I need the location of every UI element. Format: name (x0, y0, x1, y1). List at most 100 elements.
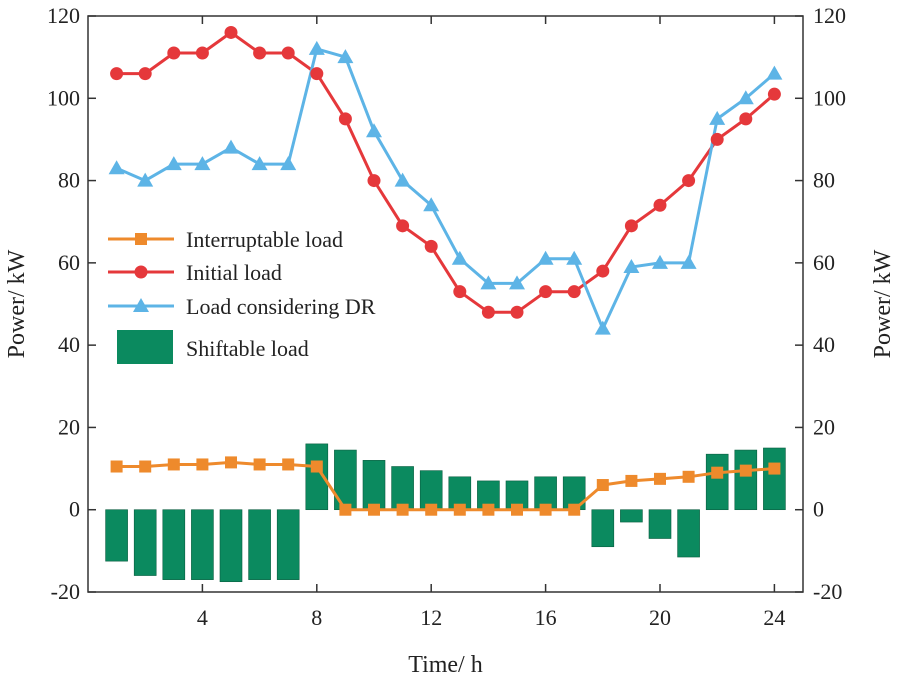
y-tick-label-left-100: 100 (47, 85, 80, 110)
point-load-considering-dr-19 (623, 258, 640, 273)
x-axis-label: Time/ h (408, 652, 482, 678)
bar-shiftable-8 (305, 443, 329, 511)
bar-shiftable-3 (162, 509, 186, 580)
point-load-considering-dr-4 (194, 156, 211, 171)
point-load-considering-dr-6 (251, 156, 268, 171)
axis-ticks: 4 8 12 16 20 24 -20 -20 0 0 20 20 40 40 60 60 80 80 100 100… (47, 3, 846, 630)
point-load-considering-dr-13 (451, 250, 468, 265)
y-tick-label-right--20: -20 (813, 579, 842, 604)
bar-shiftable-18 (591, 509, 615, 548)
legend-label-dr: Load considering DR (186, 294, 376, 319)
y-tick-label-left-80: 80 (58, 168, 80, 193)
point-initial-load-19 (624, 219, 638, 233)
legend-marker-dr (133, 298, 149, 312)
point-initial-load-22 (710, 132, 724, 146)
y-axis-label-right: Power/ kW (870, 249, 896, 358)
x-tick-label-16: 16 (535, 605, 557, 630)
point-initial-load-10 (367, 174, 381, 188)
point-load-considering-dr-24 (766, 65, 783, 80)
point-initial-load-20 (653, 198, 667, 212)
point-load-considering-dr-23 (737, 90, 754, 105)
legend-label-shiftable: Shiftable load (186, 336, 309, 361)
point-initial-load-17 (567, 285, 581, 299)
x-tick-label-12: 12 (420, 605, 442, 630)
point-interruptable-load-13 (453, 503, 466, 516)
point-initial-load-3 (167, 46, 181, 60)
point-initial-load-16 (539, 285, 553, 299)
bar-shiftable-7 (276, 509, 300, 580)
point-load-considering-dr-14 (480, 275, 497, 290)
x-tick-label-24: 24 (763, 605, 785, 630)
x-tick-label-20: 20 (649, 605, 671, 630)
legend-label-interruptable: Interruptable load (186, 227, 343, 252)
point-interruptable-load-9 (339, 503, 352, 516)
bar-shiftable-4 (191, 509, 214, 580)
point-initial-load-23 (739, 112, 753, 126)
bar-shiftable-6 (248, 509, 271, 580)
point-load-considering-dr-15 (509, 275, 525, 290)
point-interruptable-load-4 (196, 458, 209, 471)
point-initial-load-6 (253, 46, 267, 60)
bar-shiftable-5 (219, 509, 243, 583)
y-tick-label-left--20: -20 (51, 579, 80, 604)
bar-shiftable-23 (734, 449, 758, 511)
point-interruptable-load-10 (368, 503, 380, 516)
point-interruptable-load-18 (596, 479, 609, 492)
point-load-considering-dr-21 (680, 254, 697, 269)
point-load-considering-dr-22 (709, 110, 726, 125)
point-interruptable-load-15 (511, 503, 523, 516)
y-tick-label-right-40: 40 (813, 332, 835, 357)
point-load-considering-dr-8 (308, 40, 325, 55)
bar-shiftable-10 (362, 460, 386, 511)
point-interruptable-load-22 (711, 466, 724, 479)
point-interruptable-load-1 (110, 460, 123, 473)
point-interruptable-load-5 (225, 456, 237, 469)
point-load-considering-dr-20 (652, 254, 668, 269)
point-initial-load-1 (110, 67, 124, 81)
point-load-considering-dr-18 (594, 320, 611, 335)
line-interruptable-load (116, 460, 775, 512)
point-load-considering-dr-2 (137, 172, 154, 187)
point-initial-load-13 (453, 285, 467, 299)
legend-marker-initial (134, 265, 148, 279)
y-tick-label-right-20: 20 (813, 414, 835, 439)
point-initial-load-11 (396, 219, 410, 233)
x-tick-label-8: 8 (311, 605, 322, 630)
point-load-considering-dr-5 (223, 139, 239, 154)
bar-shiftable-20 (648, 509, 672, 539)
line-load-considering-dr (116, 47, 776, 331)
bar-shiftable-19 (620, 509, 643, 523)
bar-shiftable-22 (705, 453, 729, 511)
point-interruptable-load-16 (539, 503, 552, 516)
point-initial-load-24 (767, 87, 781, 101)
point-load-considering-dr-3 (165, 156, 182, 171)
y-tick-label-right-60: 60 (813, 250, 835, 275)
y-tick-label-left-0: 0 (69, 497, 80, 522)
bar-shiftable-24 (763, 447, 786, 511)
point-interruptable-load-7 (282, 458, 295, 471)
y-tick-label-left-40: 40 (58, 332, 80, 357)
point-initial-load-8 (310, 67, 324, 81)
point-load-considering-dr-1 (108, 160, 125, 175)
point-interruptable-load-8 (310, 460, 323, 473)
point-interruptable-load-23 (739, 464, 752, 477)
point-initial-load-14 (481, 305, 495, 319)
point-initial-load-9 (338, 112, 352, 126)
point-initial-load-2 (138, 67, 152, 81)
point-interruptable-load-20 (654, 472, 666, 485)
point-interruptable-load-21 (682, 470, 695, 483)
point-interruptable-load-12 (425, 503, 438, 516)
point-interruptable-load-17 (568, 503, 581, 516)
legend-swatch-shiftable (117, 330, 173, 364)
point-initial-load-21 (682, 174, 696, 188)
y-tick-label-right-80: 80 (813, 168, 835, 193)
shiftable-load-bars (105, 443, 786, 583)
point-initial-load-5 (224, 25, 238, 39)
point-load-considering-dr-10 (366, 123, 382, 138)
x-tick-label-4: 4 (197, 605, 208, 630)
point-interruptable-load-2 (139, 460, 152, 473)
y-axis-label-left: Power/ kW (4, 249, 30, 358)
point-interruptable-load-14 (482, 503, 495, 516)
bar-shiftable-11 (391, 466, 414, 511)
